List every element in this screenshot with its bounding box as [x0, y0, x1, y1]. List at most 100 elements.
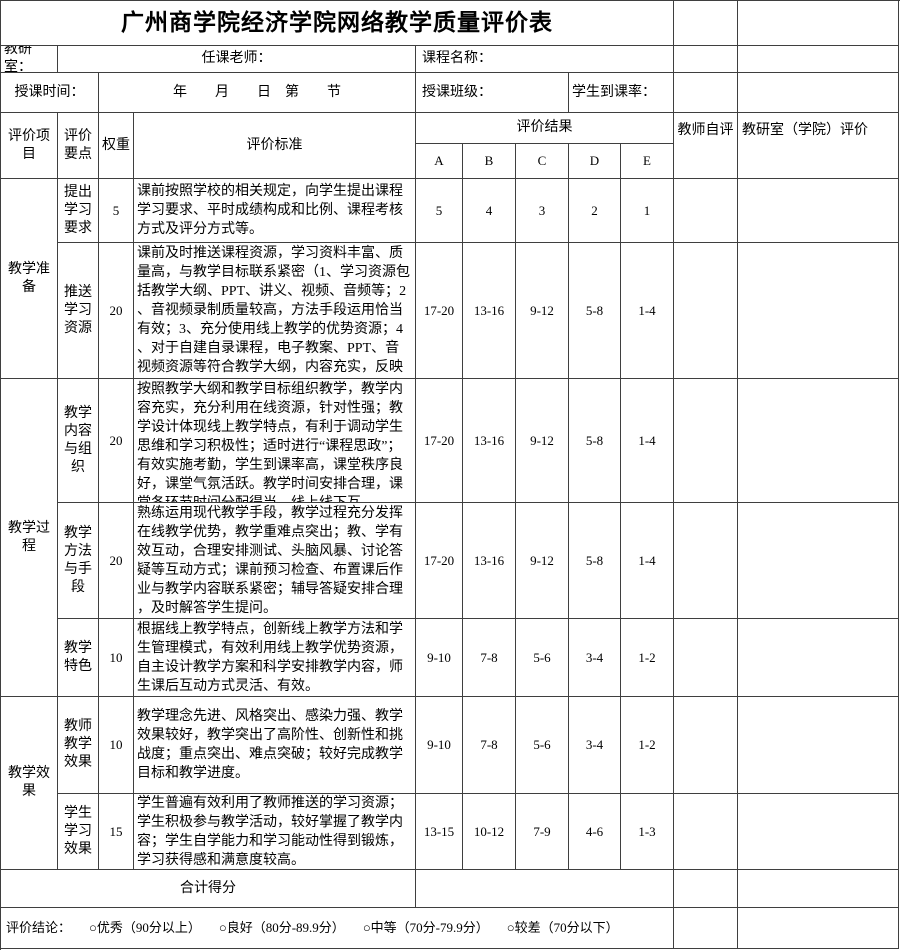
- row4-criteria: 熟练运用现代教学手段，教学过程充分发挥在线教学优势，教学重难点突出；教、学有效互…: [134, 503, 416, 619]
- row7-self-eval-cell[interactable]: [674, 794, 738, 870]
- row6-point: 教师教学效果: [58, 697, 99, 794]
- header-result: 评价结果: [416, 113, 674, 144]
- row3-criteria: 按照教学大纲和教学目标组织教学，教学内容充实，充分利用在线资源，针对性强；教学设…: [134, 379, 416, 503]
- row4-score-e: 1-4: [621, 503, 674, 619]
- total-score-label: 合计得分: [1, 870, 416, 908]
- row4-score-c: 9-12: [516, 503, 569, 619]
- header-grade-e: E: [621, 144, 674, 179]
- row4-score-a: 17-20: [416, 503, 463, 619]
- row7-score-e: 1-3: [621, 794, 674, 870]
- conclusion-self-eval-cell[interactable]: [674, 908, 738, 949]
- row4-office-eval-cell[interactable]: [738, 503, 899, 619]
- form-title: 广州商学院经济学院网络教学质量评价表: [1, 1, 674, 46]
- header-teacher-self: 教师自评: [674, 113, 738, 179]
- row7-criteria: 学生普遍有效利用了教师推送的学习资源；学生积极参与教学活动，较好掌握了教学内容；…: [134, 794, 416, 870]
- row2-weight: 20: [99, 243, 134, 379]
- row5-score-d: 3-4: [569, 619, 621, 697]
- class-time-label: 授课时间：: [1, 73, 99, 113]
- row4-weight: 20: [99, 503, 134, 619]
- row3-score-d: 5-8: [569, 379, 621, 503]
- conclusion-option-excellent[interactable]: ○优秀（90分以上）: [89, 920, 201, 935]
- row6-criteria: 教学理念先进、风格突出、感染力强、教学效果较好，教学突出了高阶性、创新性和挑战度…: [134, 697, 416, 794]
- row5-weight: 10: [99, 619, 134, 697]
- row7-office-eval-cell[interactable]: [738, 794, 899, 870]
- row4-point: 教学方法与手段: [58, 503, 99, 619]
- row3-office-eval-cell[interactable]: [738, 379, 899, 503]
- header-grade-a: A: [416, 144, 463, 179]
- conclusion-option-good[interactable]: ○良好（80分-89.9分）: [218, 920, 345, 935]
- row3-weight: 20: [99, 379, 134, 503]
- info-row2-spacer-2: [738, 73, 899, 113]
- row1-weight: 5: [99, 179, 134, 243]
- conclusion-office-eval-cell[interactable]: [738, 908, 899, 949]
- row1-score-d: 2: [569, 179, 621, 243]
- row5-self-eval-cell[interactable]: [674, 619, 738, 697]
- row1-score-b: 4: [463, 179, 516, 243]
- row1-score-c: 3: [516, 179, 569, 243]
- row5-point: 教学特色: [58, 619, 99, 697]
- row7-score-a: 13-15: [416, 794, 463, 870]
- row5-office-eval-cell[interactable]: [738, 619, 899, 697]
- info-row1-spacer-1: [674, 46, 738, 73]
- row7-score-b: 10-12: [463, 794, 516, 870]
- row7-score-d: 4-6: [569, 794, 621, 870]
- attendance-rate-field[interactable]: 学生到课率：: [569, 73, 674, 113]
- group-teaching-effect: 教学效果: [1, 697, 58, 870]
- total-score-cell[interactable]: [416, 870, 674, 908]
- row7-point: 学生学习效果: [58, 794, 99, 870]
- row3-score-e: 1-4: [621, 379, 674, 503]
- row2-score-e: 1-4: [621, 243, 674, 379]
- title-row-spacer-1: [674, 1, 738, 46]
- row4-self-eval-cell[interactable]: [674, 503, 738, 619]
- row6-score-e: 1-2: [621, 697, 674, 794]
- row2-score-d: 5-8: [569, 243, 621, 379]
- header-criteria: 评价标准: [134, 113, 416, 179]
- row3-self-eval-cell[interactable]: [674, 379, 738, 503]
- total-office-eval-cell[interactable]: [738, 870, 899, 908]
- row1-point: 提出学习要求: [58, 179, 99, 243]
- header-item: 评价项目: [1, 113, 58, 179]
- header-grade-c: C: [516, 144, 569, 179]
- row1-self-eval-cell[interactable]: [674, 179, 738, 243]
- row5-criteria: 根据线上教学特点，创新线上教学方法和学生管理模式，有效利用线上教学优势资源，自主…: [134, 619, 416, 697]
- group-teaching-process: 教学过程: [1, 379, 58, 697]
- course-name-field[interactable]: 课程名称：: [416, 46, 674, 73]
- row6-office-eval-cell[interactable]: [738, 697, 899, 794]
- class-field[interactable]: 授课班级：: [416, 73, 569, 113]
- conclusion-option-poor[interactable]: ○较差（70分以下）: [506, 920, 619, 935]
- row3-point: 教学内容与组织: [58, 379, 99, 503]
- info-row2-spacer-1: [674, 73, 738, 113]
- row6-score-c: 5-6: [516, 697, 569, 794]
- teaching-office-label: 教研室：: [1, 46, 58, 73]
- row4-score-d: 5-8: [569, 503, 621, 619]
- row3-score-b: 13-16: [463, 379, 516, 503]
- total-self-eval-cell[interactable]: [674, 870, 738, 908]
- header-grade-d: D: [569, 144, 621, 179]
- row6-score-d: 3-4: [569, 697, 621, 794]
- header-grade-b: B: [463, 144, 516, 179]
- info-row1-spacer-2: [738, 46, 899, 73]
- row3-score-c: 9-12: [516, 379, 569, 503]
- row6-self-eval-cell[interactable]: [674, 697, 738, 794]
- row5-score-b: 7-8: [463, 619, 516, 697]
- row2-criteria: 课前及时推送课程资源，学习资料丰富、质量高，与教学目标联系紧密（1、学习资源包括…: [134, 243, 416, 379]
- row5-score-c: 5-6: [516, 619, 569, 697]
- row1-office-eval-cell[interactable]: [738, 179, 899, 243]
- group-teaching-preparation: 教学准备: [1, 179, 58, 379]
- header-point: 评价要点: [58, 113, 99, 179]
- conclusion-option-medium[interactable]: ○中等（70分-79.9分）: [362, 920, 489, 935]
- row6-score-b: 7-8: [463, 697, 516, 794]
- row5-score-a: 9-10: [416, 619, 463, 697]
- row1-score-e: 1: [621, 179, 674, 243]
- conclusion-label: 评价结论：: [6, 920, 72, 935]
- date-field[interactable]: 年 月 日 第 节: [99, 73, 416, 113]
- row2-office-eval-cell[interactable]: [738, 243, 899, 379]
- conclusion-row: 评价结论： ○优秀（90分以上） ○良好（80分-89.9分） ○中等（70分-…: [1, 908, 674, 949]
- header-office-eval: 教研室（学院）评价: [738, 113, 899, 179]
- row7-weight: 15: [99, 794, 134, 870]
- row2-score-c: 9-12: [516, 243, 569, 379]
- row2-self-eval-cell[interactable]: [674, 243, 738, 379]
- teacher-name-field[interactable]: 任课老师：: [58, 46, 416, 73]
- row3-score-a: 17-20: [416, 379, 463, 503]
